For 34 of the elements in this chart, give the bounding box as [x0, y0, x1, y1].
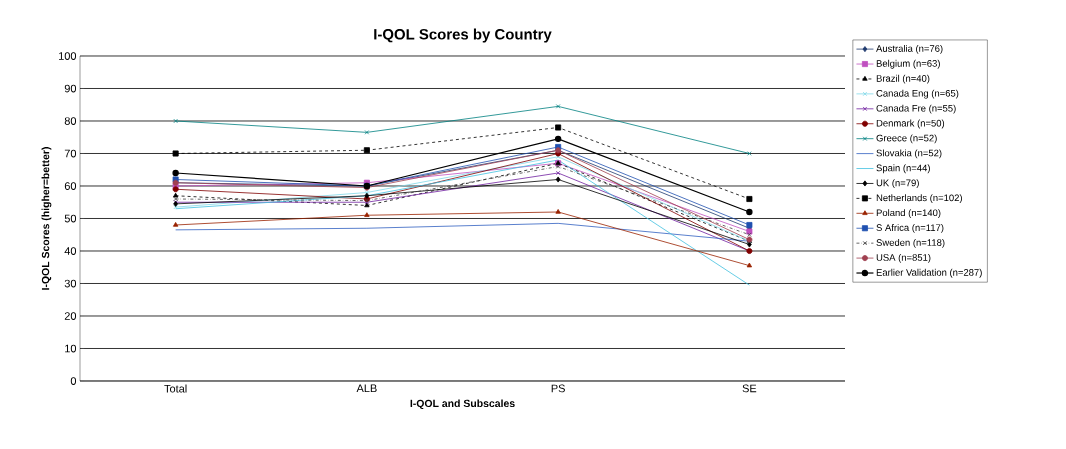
y-tick-label: 30	[64, 279, 77, 288]
legend-label: USA (n=851)	[876, 253, 931, 263]
legend-label: UK (n=79)	[876, 179, 919, 189]
legend-label: Brazil (n=40)	[876, 74, 930, 84]
y-tick-label: 80	[64, 117, 77, 125]
legend-label: Canada Eng (n=65)	[876, 89, 959, 99]
legend-label: Netherlands (n=102)	[876, 194, 962, 204]
chart-title: I-QOL Scores by Country	[374, 28, 552, 43]
legend-label: Earlier Validation (n=287)	[876, 268, 982, 278]
legend-label: Sweden (n=118)	[876, 238, 945, 248]
x-tick-label: ALB	[356, 384, 377, 393]
legend-label: Spain (n=44)	[876, 164, 930, 174]
legend-label: Denmark (n=50)	[876, 119, 945, 129]
y-tick-label: 40	[64, 247, 77, 255]
y-tick-label: 100	[59, 52, 77, 60]
y-tick-label: 90	[64, 84, 77, 93]
y-tick-label: 70	[64, 149, 77, 158]
legend-label: Australia (n=76)	[876, 44, 943, 54]
y-tick-label: 10	[65, 344, 77, 353]
x-tick-label: SE	[742, 384, 757, 393]
legend-label: Poland (n=140)	[876, 209, 941, 218]
legend-label: Belgium (n=63)	[876, 59, 940, 69]
x-tick-label: Total	[164, 384, 187, 393]
x-tick-label: PS	[551, 384, 565, 393]
legend-label: Slovakia (n=52)	[876, 149, 942, 159]
y-tick-label: 0	[70, 377, 77, 385]
legend-label: Canada Fre (n=55)	[876, 104, 956, 114]
x-axis-title: I-QOL and Subscales	[410, 399, 515, 410]
y-axis-title: I-QOL Scores (higher=better)	[41, 147, 52, 290]
y-tick-label: 20	[64, 312, 77, 320]
legend-label: S Africa (n=117)	[876, 224, 944, 233]
y-tick-label: 60	[64, 182, 77, 190]
y-tick-label: 50	[64, 214, 77, 223]
legend-label: Greece (n=52)	[876, 134, 937, 144]
